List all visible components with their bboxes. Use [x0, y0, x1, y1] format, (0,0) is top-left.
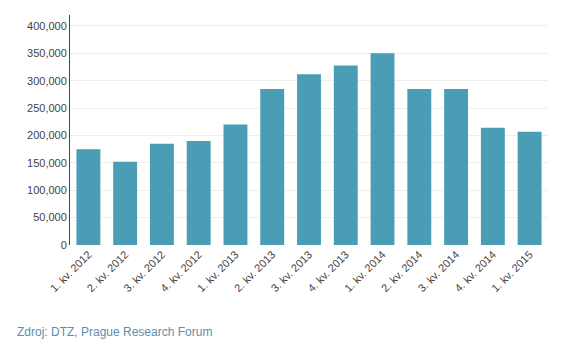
svg-text:300,000: 300,000	[27, 75, 67, 87]
svg-text:1. kv. 2014: 1. kv. 2014	[342, 248, 388, 294]
svg-text:3. kv. 2014: 3. kv. 2014	[415, 248, 461, 294]
svg-text:3. kv. 2013: 3. kv. 2013	[268, 248, 314, 294]
svg-text:Zdroj: DTZ, Prague Research Fo: Zdroj: DTZ, Prague Research Forum	[17, 325, 212, 339]
svg-text:2. kv. 2014: 2. kv. 2014	[379, 248, 425, 294]
svg-text:1. kv. 2015: 1. kv. 2015	[489, 248, 535, 294]
svg-text:250,000: 250,000	[27, 102, 67, 114]
svg-text:100,000: 100,000	[27, 184, 67, 196]
svg-text:4. kv. 2014: 4. kv. 2014	[452, 248, 498, 294]
svg-text:0: 0	[61, 239, 67, 251]
svg-text:2. kv. 2013: 2. kv. 2013	[232, 248, 278, 294]
svg-text:50,000: 50,000	[33, 211, 67, 223]
svg-text:1. kv. 2013: 1. kv. 2013	[195, 248, 241, 294]
svg-text:2. kv. 2012: 2. kv. 2012	[84, 248, 130, 294]
svg-text:150,000: 150,000	[27, 157, 67, 169]
svg-text:1. kv. 2012: 1. kv. 2012	[48, 248, 94, 294]
svg-text:4. kv. 2012: 4. kv. 2012	[158, 248, 204, 294]
svg-text:400,000: 400,000	[27, 20, 67, 32]
svg-text:200,000: 200,000	[27, 129, 67, 141]
svg-text:3. kv. 2012: 3. kv. 2012	[121, 248, 167, 294]
svg-text:4. kv. 2013: 4. kv. 2013	[305, 248, 351, 294]
svg-text:350,000: 350,000	[27, 47, 67, 59]
